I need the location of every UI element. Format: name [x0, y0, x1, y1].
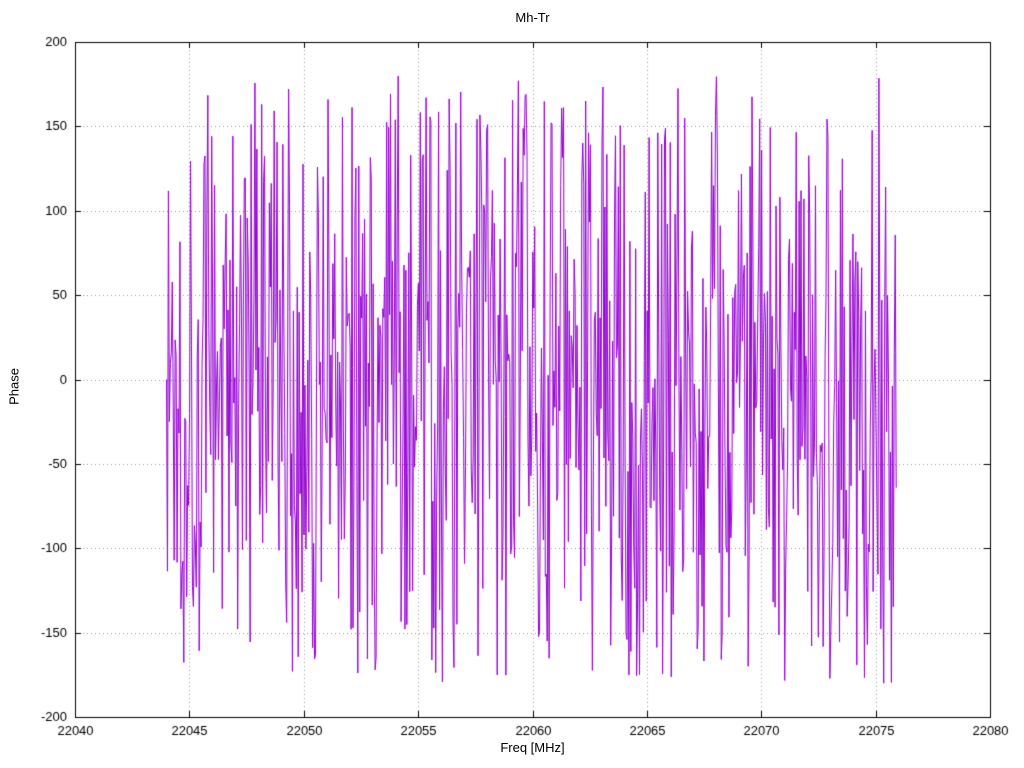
x-axis-label: Freq [MHz]: [500, 740, 565, 755]
chart-title: Mh-Tr: [515, 10, 550, 25]
y-axis-label: Phase: [6, 368, 22, 405]
